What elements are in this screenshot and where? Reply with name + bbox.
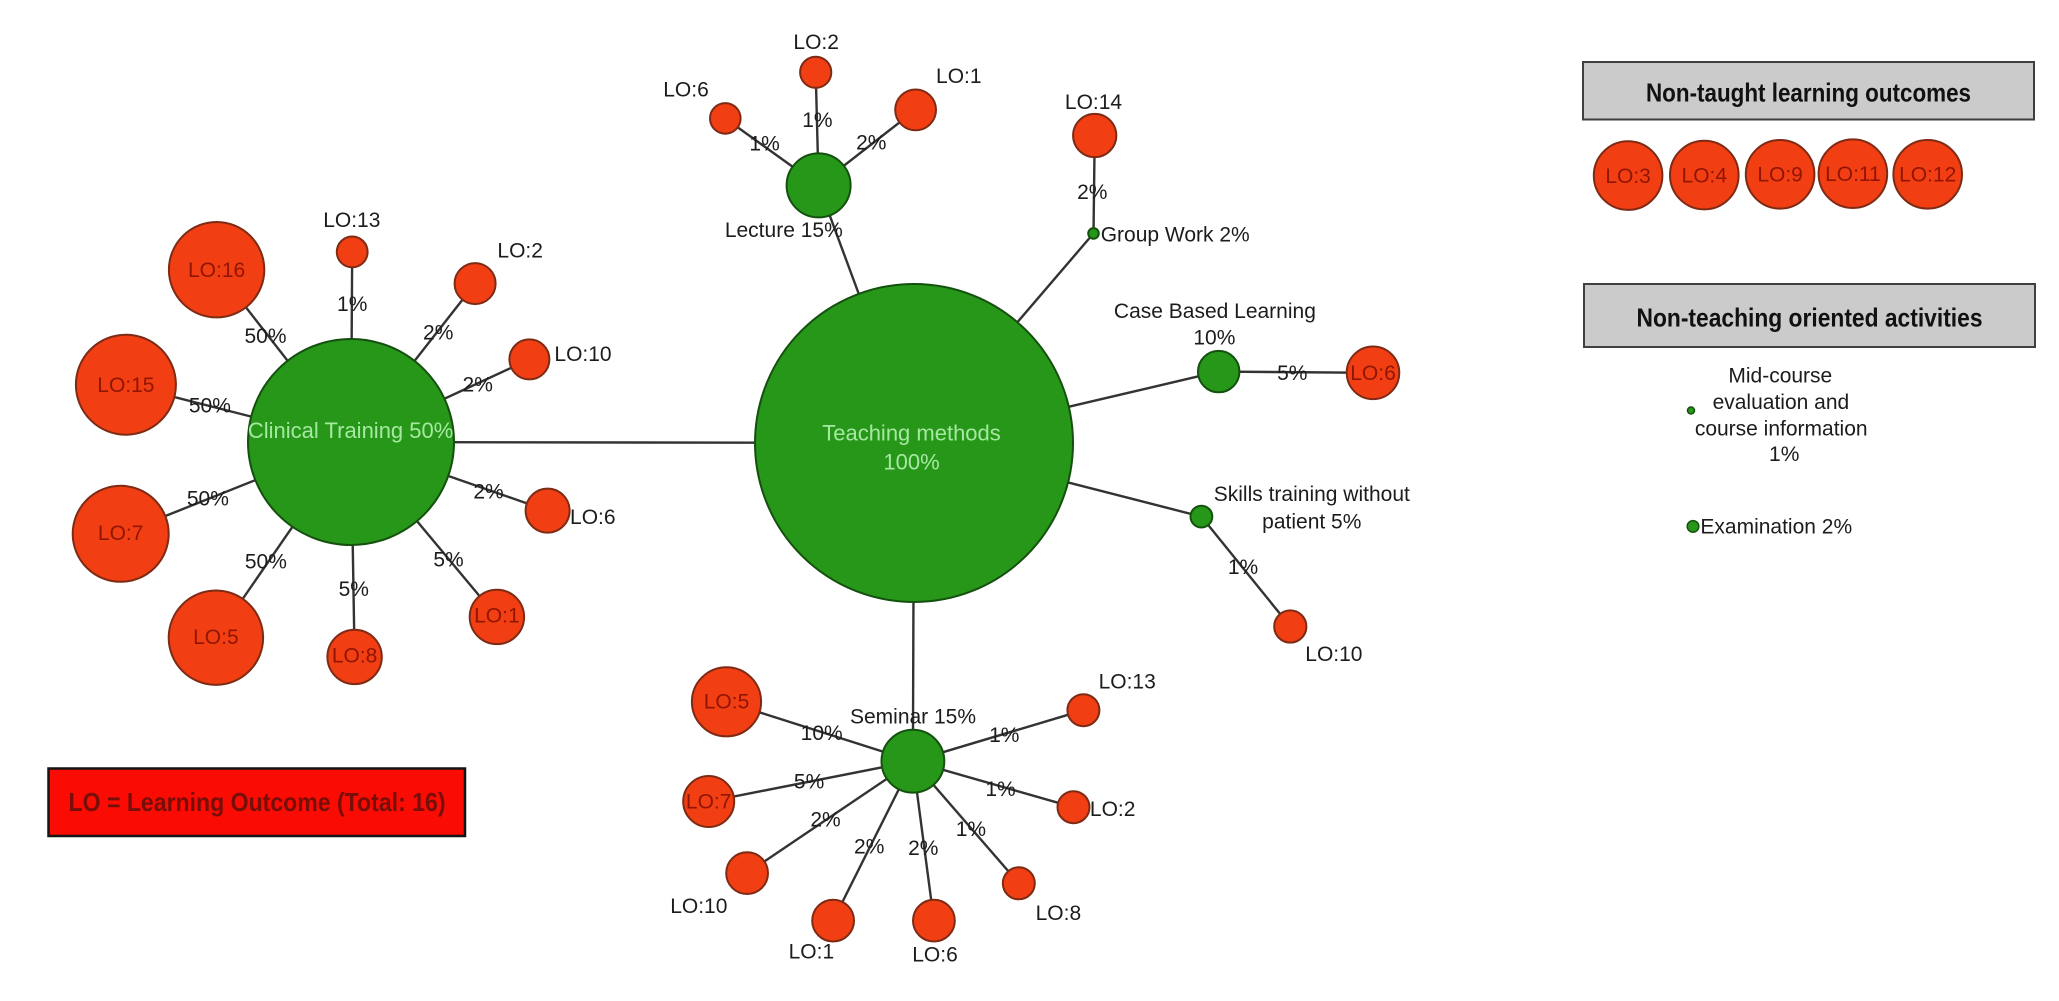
svg-text:Case Based Learning: Case Based Learning [1114,300,1316,323]
svg-text:LO:16: LO:16 [188,259,245,282]
svg-text:50%: 50% [187,487,229,510]
svg-text:Non-taught learning outcomes: Non-taught learning outcomes [1646,77,1971,107]
svg-text:LO:8: LO:8 [332,645,378,668]
svg-text:Mid-course: Mid-course [1728,364,1832,387]
svg-text:LO:13: LO:13 [323,209,380,232]
svg-text:2%: 2% [856,131,886,154]
svg-text:LO:6: LO:6 [912,944,958,967]
svg-text:course information: course information [1695,418,1868,441]
svg-text:LO:6: LO:6 [570,506,616,529]
svg-text:LO:1: LO:1 [789,941,835,964]
svg-text:LO:6: LO:6 [1350,362,1396,385]
svg-text:LO:10: LO:10 [1305,643,1362,666]
svg-text:LO:6: LO:6 [663,79,709,102]
svg-text:LO:7: LO:7 [686,791,732,814]
svg-text:5%: 5% [433,549,463,572]
svg-text:1%: 1% [989,724,1019,747]
svg-text:5%: 5% [1277,362,1307,385]
svg-text:1%: 1% [985,778,1015,801]
svg-text:evaluation and: evaluation and [1713,391,1850,414]
svg-text:LO:10: LO:10 [670,895,727,918]
svg-text:LO:1: LO:1 [474,605,520,628]
svg-text:1%: 1% [1228,556,1258,579]
svg-text:2%: 2% [854,835,884,858]
svg-text:2%: 2% [463,374,493,397]
svg-text:LO:8: LO:8 [1036,902,1082,925]
svg-text:100%: 100% [883,449,939,474]
svg-text:LO:12: LO:12 [1899,164,1956,187]
svg-text:2%: 2% [810,809,840,832]
svg-text:LO:5: LO:5 [704,691,750,714]
svg-text:Skills training without: Skills training without [1214,483,1410,506]
svg-text:LO:2: LO:2 [1090,798,1136,821]
svg-text:1%: 1% [749,133,779,156]
svg-text:2%: 2% [908,837,938,860]
svg-text:LO:10: LO:10 [554,343,611,366]
svg-text:Seminar 15%: Seminar 15% [850,706,976,729]
svg-text:LO:3: LO:3 [1605,165,1651,188]
svg-text:LO:11: LO:11 [1825,163,1881,186]
svg-text:LO:14: LO:14 [1065,91,1123,114]
svg-text:LO:5: LO:5 [193,626,239,649]
svg-text:5%: 5% [339,578,369,601]
svg-text:1%: 1% [1769,443,1799,466]
svg-text:5%: 5% [794,771,824,794]
svg-text:50%: 50% [245,551,287,574]
svg-text:Lecture 15%: Lecture 15% [725,219,843,242]
svg-text:1%: 1% [337,293,367,316]
svg-text:Clinical Training 50%: Clinical Training 50% [248,418,453,443]
svg-text:50%: 50% [244,325,286,348]
svg-text:10%: 10% [801,722,843,745]
svg-text:LO:13: LO:13 [1099,671,1156,694]
svg-text:2%: 2% [423,322,453,345]
svg-text:LO:2: LO:2 [793,31,839,54]
svg-text:1%: 1% [956,818,986,841]
svg-text:patient 5%: patient 5% [1262,510,1361,533]
svg-text:50%: 50% [189,395,231,418]
svg-text:LO:1: LO:1 [936,65,982,88]
svg-text:1%: 1% [802,109,832,132]
svg-text:10%: 10% [1193,327,1235,350]
svg-text:LO:7: LO:7 [98,522,144,545]
svg-text:Examination 2%: Examination 2% [1700,515,1852,538]
svg-text:LO:15: LO:15 [97,374,154,397]
svg-text:Non-teaching oriented activiti: Non-teaching oriented activities [1637,302,1983,332]
svg-text:2%: 2% [1077,181,1107,204]
svg-text:Teaching methods: Teaching methods [822,421,1001,446]
svg-text:2%: 2% [473,481,503,504]
svg-text:Group Work 2%: Group Work 2% [1101,224,1250,247]
svg-text:LO:4: LO:4 [1682,165,1728,188]
svg-text:LO:9: LO:9 [1757,164,1803,187]
svg-text:LO:2: LO:2 [497,240,543,263]
svg-text:LO = Learning Outcome (Total:: LO = Learning Outcome (Total: 16) [69,787,446,817]
